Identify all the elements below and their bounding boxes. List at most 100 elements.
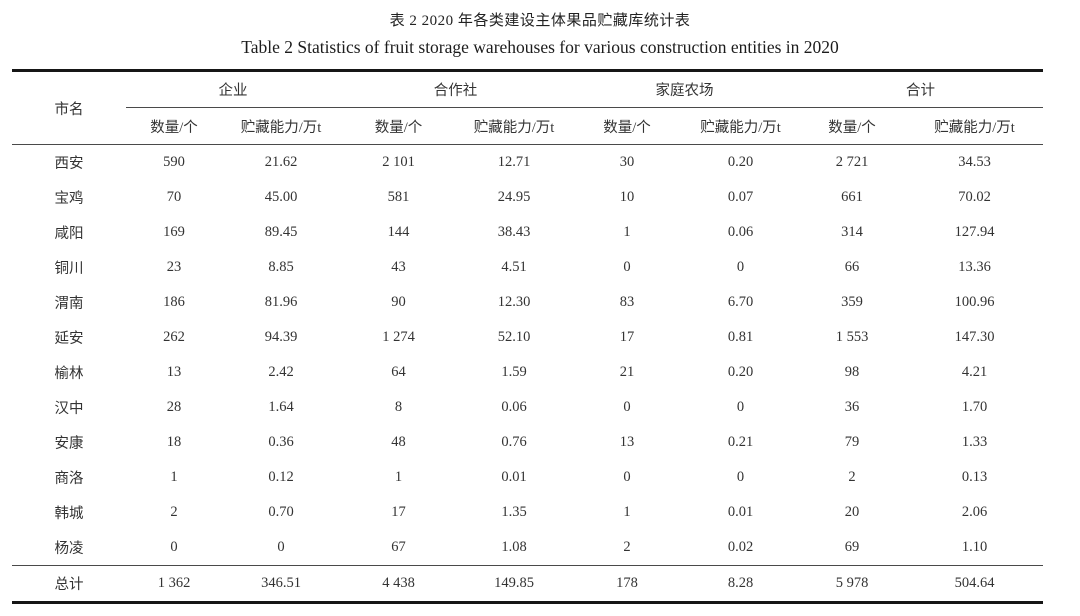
group-header-enterprise: 企业 <box>126 70 340 108</box>
value-cell: 13 <box>619 434 635 450</box>
table-row: 商洛 1 0.12 1 0.01 0 0 2 0.13 <box>12 460 1043 495</box>
value-cell: 4.51 <box>501 259 527 275</box>
table-row: 杨凌 0 0 67 1.08 2 0.02 69 1.10 <box>12 530 1043 566</box>
fruit-storage-table: 市名 企业 合作社 家庭农场 合计 数量/个 贮藏能力/万t 数量/个 贮藏能力… <box>12 69 1043 604</box>
value-cell: 45.00 <box>264 189 298 205</box>
value-cell: 149.85 <box>457 565 571 603</box>
value-cell: 6.70 <box>727 294 754 310</box>
value-cell: 0.06 <box>727 224 754 240</box>
value-cell: 1.10 <box>961 539 988 555</box>
value-cell: 90 <box>391 294 406 310</box>
value-cell: 28 <box>166 399 182 415</box>
total-row: 总计 1 362 346.51 4 438 149.85 178 8.28 5 978 504.… <box>12 565 1043 603</box>
value-cell: 1 274 <box>382 329 415 345</box>
value-cell: 1 553 <box>835 329 869 345</box>
sub-header-count: 数量/个 <box>798 107 906 145</box>
value-cell: 4.21 <box>961 364 988 380</box>
value-cell: 0.20 <box>727 364 754 380</box>
value-cell: 2 101 <box>382 154 415 170</box>
value-cell: 2.06 <box>961 504 988 520</box>
city-cell: 安康 <box>54 436 84 452</box>
value-cell: 13.36 <box>958 259 991 275</box>
value-cell: 0 <box>736 399 745 415</box>
value-cell: 147.30 <box>954 329 995 345</box>
sub-header-capacity: 贮藏能力/万t <box>683 107 798 145</box>
value-cell: 1 362 <box>126 565 222 603</box>
value-cell: 2 721 <box>835 154 869 170</box>
city-cell: 商洛 <box>54 471 84 487</box>
value-cell: 262 <box>163 329 185 345</box>
table-row: 渭南 186 81.96 90 12.30 83 6.70 359 100.96 <box>12 285 1043 320</box>
value-cell: 20 <box>844 504 860 520</box>
value-cell: 38.43 <box>497 224 531 240</box>
value-cell: 70 <box>166 189 182 205</box>
value-cell: 52.10 <box>497 329 531 345</box>
value-cell: 12.30 <box>497 294 531 310</box>
value-cell: 0.70 <box>268 504 294 520</box>
value-cell: 1.64 <box>268 399 294 415</box>
city-cell: 杨凌 <box>54 541 84 557</box>
value-cell: 100.96 <box>954 294 995 310</box>
group-header-row: 市名 企业 合作社 家庭农场 合计 <box>12 70 1043 145</box>
value-cell: 17 <box>619 329 635 345</box>
value-cell: 94.39 <box>264 329 298 345</box>
value-cell: 186 <box>163 294 185 310</box>
value-cell: 5 978 <box>798 565 906 603</box>
value-cell: 0 <box>736 259 745 275</box>
value-cell: 0.81 <box>727 329 754 345</box>
value-cell: 0.21 <box>727 434 754 450</box>
value-cell: 1.08 <box>501 539 527 555</box>
value-cell: 346.51 <box>222 565 340 603</box>
value-cell: 0.12 <box>268 469 294 485</box>
table-header: 市名 企业 合作社 家庭农场 合计 数量/个 贮藏能力/万t 数量/个 贮藏能力… <box>12 70 1043 145</box>
value-cell: 98 <box>844 364 860 380</box>
value-cell: 0.01 <box>501 469 527 485</box>
value-cell: 4 438 <box>340 565 457 603</box>
value-cell: 1 <box>623 504 631 520</box>
table-row: 宝鸡 70 45.00 581 24.95 10 0.07 661 70.02 <box>12 180 1043 215</box>
value-cell: 359 <box>841 294 863 310</box>
value-cell: 70.02 <box>958 189 991 205</box>
value-cell: 30 <box>619 154 635 170</box>
city-cell: 宝鸡 <box>54 191 84 207</box>
table-row: 铜川 23 8.85 43 4.51 0 0 66 13.36 <box>12 250 1043 285</box>
sub-header-capacity: 贮藏能力/万t <box>457 107 571 145</box>
sub-header-count: 数量/个 <box>126 107 222 145</box>
value-cell: 0.20 <box>727 154 754 170</box>
city-cell: 铜川 <box>54 261 84 277</box>
value-cell: 1 <box>170 469 178 485</box>
value-cell: 0.76 <box>501 434 527 450</box>
value-cell: 48 <box>391 434 406 450</box>
column-header-city: 市名 <box>12 70 126 145</box>
value-cell: 34.53 <box>958 154 991 170</box>
value-cell: 12.71 <box>497 154 531 170</box>
value-cell: 1 <box>623 224 631 240</box>
value-cell: 1.59 <box>501 364 527 380</box>
value-cell: 2 <box>848 469 856 485</box>
value-cell: 17 <box>391 504 406 520</box>
sub-header-capacity: 贮藏能力/万t <box>222 107 340 145</box>
value-cell: 504.64 <box>906 565 1043 603</box>
value-cell: 2 <box>623 539 631 555</box>
value-cell: 0 <box>623 259 631 275</box>
value-cell: 0.01 <box>727 504 754 520</box>
value-cell: 89.45 <box>264 224 298 240</box>
value-cell: 314 <box>841 224 863 240</box>
city-cell: 韩城 <box>54 506 84 522</box>
city-cell: 汉中 <box>54 401 84 417</box>
value-cell: 0 <box>623 469 631 485</box>
value-cell: 661 <box>841 189 863 205</box>
value-cell: 581 <box>387 189 410 205</box>
table-row: 汉中 28 1.64 8 0.06 0 0 36 1.70 <box>12 390 1043 425</box>
city-cell: 西安 <box>54 156 84 172</box>
value-cell: 0 <box>623 399 631 415</box>
city-cell: 渭南 <box>54 296 84 312</box>
city-cell: 总计 <box>12 565 126 603</box>
city-cell: 榆林 <box>54 366 84 382</box>
value-cell: 590 <box>163 154 185 170</box>
value-cell: 13 <box>166 364 182 380</box>
value-cell: 21.62 <box>264 154 298 170</box>
value-cell: 24.95 <box>497 189 531 205</box>
value-cell: 1.33 <box>961 434 988 450</box>
